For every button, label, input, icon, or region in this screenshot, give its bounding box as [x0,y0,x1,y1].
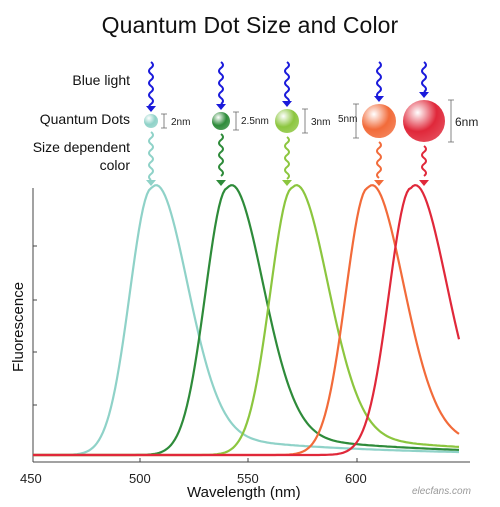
blue-light-arrow-5 [419,92,429,98]
dot-size-label-4: 5nm [338,114,358,125]
label-color: color [99,157,130,173]
label-size-dependent: Size dependent [32,139,130,155]
blue-light-wave-4 [376,61,382,99]
emission-wave-2 [218,133,224,177]
emission-wave-3 [284,136,290,180]
emission-curve-1 [33,184,459,457]
x-tick-label-500: 500 [129,471,151,486]
diagram-title: Quantum Dot Size and Color [101,12,399,38]
blue-light-wave-5 [421,61,427,93]
dot-size-bracket-4 [353,103,359,139]
emission-curves [33,183,461,457]
label-blue-light: Blue light [72,72,130,88]
dot-size-bracket-5 [448,99,454,143]
blue-light-wave-2 [218,61,224,105]
dot-size-label-5: 6nm [455,115,479,129]
x-axis-title: Wavelength (nm) [187,484,301,501]
x-tick-label-450: 450 [20,471,42,486]
emission-wave-1 [148,131,154,181]
watermark: elecfans.com [412,486,471,497]
blue-light-arrow-1 [146,106,156,112]
x-tick-label-550: 550 [237,471,259,486]
quantum-dot-2 [212,112,230,130]
emission-curve-5 [33,183,461,457]
y-axis-title: Fluorescence [10,281,27,372]
emission-wave-4 [376,141,382,179]
dot-size-label-3: 3nm [311,117,331,128]
emission-arrow-4 [374,180,384,186]
dot-size-bracket-2 [233,111,239,131]
axis-tick-marks [33,245,358,462]
blue-light-arrow-4 [374,96,384,102]
blue-light-wave-1 [148,61,154,111]
dot-size-bracket-1 [161,113,167,129]
dot-size-bracket-3 [302,108,308,134]
x-tick-label-600: 600 [345,471,367,486]
blue-light-arrow-3 [282,101,292,107]
blue-light-wave-3 [284,61,290,105]
quantum-dot-1 [144,114,158,128]
emission-curve-2 [33,184,460,457]
label-quantum-dots: Quantum Dots [39,111,130,127]
blue-light-arrow-2 [216,104,226,110]
quantum-dot-5 [403,100,445,142]
dot-size-label-1: 2nm [171,117,191,128]
quantum-dots-row [144,61,454,186]
emission-arrow-5 [419,180,429,186]
emission-curve-3 [33,183,460,457]
quantum-dot-4 [362,104,396,138]
emission-arrow-3 [282,180,292,186]
emission-curve-4 [33,184,460,457]
emission-wave-5 [421,145,427,177]
emission-arrow-2 [216,180,226,186]
dot-size-label-2: 2.5nm [241,116,269,127]
emission-arrow-1 [146,180,156,186]
quantum-dot-3 [275,109,299,133]
